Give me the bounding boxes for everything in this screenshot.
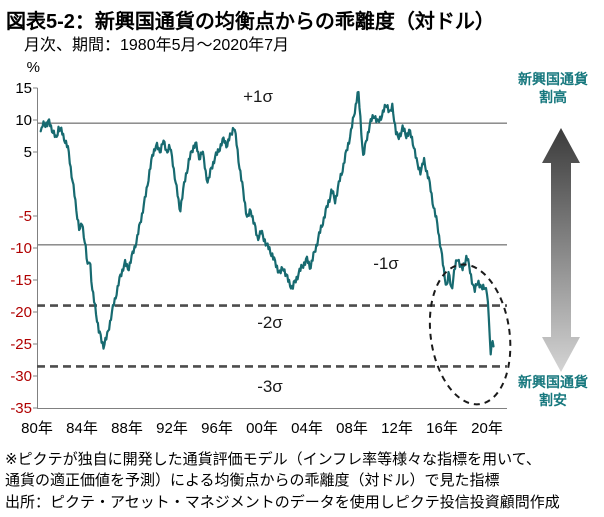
y-tick-label: 15 [15,80,32,97]
footnote-line-1: ※ピクテが独自に開発した通貨評価モデル（インフレ率等様々な指標を用いて、 [5,451,541,468]
x-tick-label: 12年 [381,420,413,437]
y-tick-label: -5 [19,208,32,225]
sigma-label: +1σ [243,87,273,106]
x-tick-label: 20年 [471,420,503,437]
footnote-line-2: 通貨の適正価値を予測）による均衡点からの乖離度（対ドル）で見た指標 [5,472,500,490]
y-tick-label: -35 [10,400,32,417]
chart-subtitle: 月次、期間：1980年5月～2020年7月 [24,37,289,54]
undervalued-annotation: 新興国通貨 割安 [518,374,588,409]
x-tick-label: 00年 [246,420,278,437]
x-tick-label: 80年 [21,420,53,437]
y-tick-label: 10 [15,112,32,129]
chart-area: +1σ -1σ -2σ -3σ 15 10 5 -5 -10 -15 -20 -25 -30 -35% 80… [0,55,604,447]
sigma-label: -2σ [257,313,283,332]
series-line [39,90,495,356]
x-tick-label: 04年 [291,420,323,437]
x-tick-label: 88年 [111,420,143,437]
sigma-label: -3σ [257,377,283,396]
highlight-ellipse [428,263,512,406]
y-axis-unit-label: % [27,59,40,76]
y-tick-label: -15 [10,272,32,289]
x-tick-label: 92年 [156,420,188,437]
overvalued-annotation: 新興国通貨 割高 [518,71,588,106]
sigma-label: -1σ [373,254,399,273]
x-tick-label: 08年 [336,420,368,437]
y-tick-label: -10 [10,240,32,257]
y-tick-label: 5 [24,144,32,161]
footnote-line-3: 出所：ピクテ・アセット・マネジメントのデータを使用しピクテ投信投資顧問作成 [5,493,560,511]
x-tick-label: 16年 [426,420,458,437]
x-tick-label: 96年 [201,420,233,437]
chart-title: 図表5-2：新興国通貨の均衡点からの乖離度（対ドル） [6,11,495,33]
y-tick-label: -30 [10,368,32,385]
valuation-direction-arrow-icon [542,128,580,372]
footnote: ※ピクテが独自に開発した通貨評価モデル（インフレ率等様々な指標を用いて、 通貨の… [5,449,601,513]
y-tick-label: -20 [10,304,32,321]
x-tick-label: 84年 [66,420,98,437]
y-tick-label: -25 [10,336,32,353]
deviation-line-chart: +1σ -1σ -2σ -3σ 15 10 5 -5 -10 -15 -20 -25 -30 -35% 80… [10,59,580,437]
